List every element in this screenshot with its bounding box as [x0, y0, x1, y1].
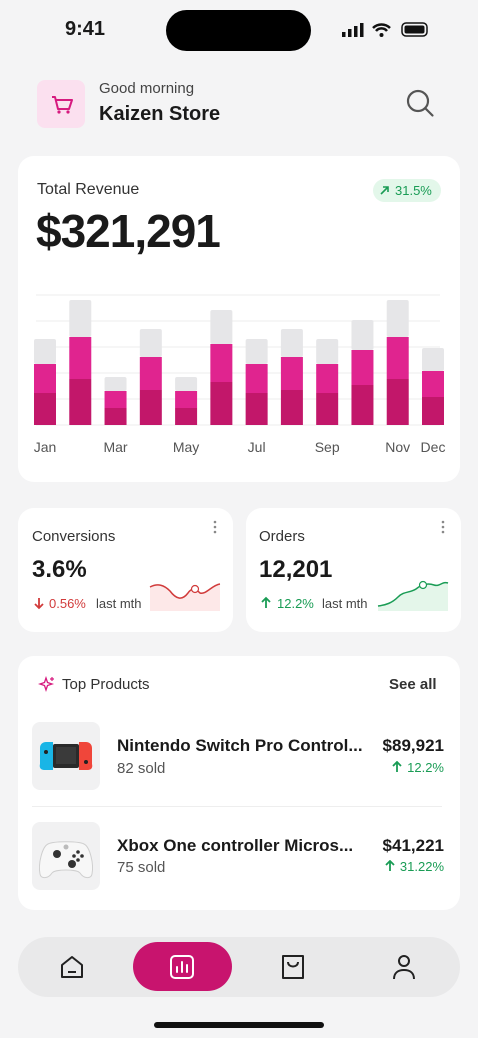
bar-segment: [210, 310, 233, 344]
bar-segment: [316, 364, 339, 393]
bar-segment: [139, 357, 162, 390]
x-tick-label: Mar: [103, 439, 127, 455]
x-tick-label: May: [173, 439, 199, 455]
revenue-change-badge: 31.5%: [373, 179, 441, 202]
product-image: [32, 722, 100, 790]
bar-segment: [386, 300, 409, 337]
analytics-tab[interactable]: [133, 942, 232, 991]
bar-segment: [104, 377, 127, 391]
bar-segment: [69, 337, 92, 379]
bar-segment: [422, 397, 444, 425]
stat-change: 0.56%: [49, 596, 86, 611]
bar-segment: [316, 393, 339, 425]
stat-title: Orders: [259, 528, 305, 545]
product-change: 31.22%: [384, 859, 444, 874]
orders-tab[interactable]: [279, 952, 307, 982]
bar-segment: [386, 337, 409, 379]
greeting: Good morning: [99, 80, 195, 97]
bar-segment: [34, 364, 56, 393]
x-tick-label: Sep: [315, 439, 340, 455]
divider: [32, 806, 442, 807]
stat-change: 12.2%: [277, 596, 314, 611]
home-indicator: [154, 1022, 324, 1028]
bar-segment: [316, 339, 339, 364]
status-time: 9:41: [65, 18, 106, 40]
product-change-value: 12.2%: [407, 760, 444, 775]
x-tick-label: Jan: [34, 439, 57, 455]
stat-period: last mth: [96, 596, 142, 611]
x-tick-label: Dec: [421, 439, 446, 455]
bar-segment: [210, 382, 233, 425]
revenue-chart: Jan Mar May Jul Sep Nov Dec: [34, 294, 446, 455]
bar-segment: [245, 339, 268, 364]
bar-segment: [280, 357, 303, 390]
bar-segment: [351, 385, 374, 425]
store-logo: [37, 80, 85, 128]
section-title: Top Products: [62, 676, 150, 693]
bar-segment: [386, 379, 409, 425]
stat-value: 12,201: [259, 556, 333, 583]
bar-segment: [210, 344, 233, 382]
conversions-card: [18, 508, 233, 632]
stat-period: last mth: [322, 596, 368, 611]
see-all-link[interactable]: See all: [389, 676, 437, 693]
tab-bar: [18, 937, 460, 997]
bar-segment: [104, 391, 127, 408]
search-button[interactable]: [403, 86, 437, 120]
conversions-sparkline: [149, 583, 221, 611]
product-name: Xbox One controller Micros...: [117, 836, 354, 855]
bar-segment: [351, 350, 374, 385]
bar-segment: [280, 329, 303, 357]
more-button[interactable]: [210, 520, 220, 534]
profile-tab[interactable]: [390, 952, 418, 982]
product-sold: 82 sold: [117, 760, 166, 777]
bar-segment: [245, 393, 268, 425]
product-image: [32, 822, 100, 890]
product-sold: 75 sold: [117, 859, 166, 876]
bar-segment: [245, 364, 268, 393]
bar-segment: [69, 379, 92, 425]
bar-segment: [34, 393, 56, 425]
bar-segment: [175, 377, 198, 391]
store-name: Kaizen Store: [99, 103, 221, 125]
bar-segment: [175, 408, 198, 425]
revenue-value: $321,291: [36, 205, 221, 257]
product-revenue: $41,221: [382, 836, 444, 855]
stat-value: 3.6%: [32, 556, 87, 583]
stat-title: Conversions: [32, 528, 116, 545]
bar-segment: [175, 391, 198, 408]
bar-segment: [69, 300, 92, 337]
product-revenue: $89,921: [382, 736, 444, 755]
product-change: 12.2%: [391, 760, 444, 775]
x-tick-label: Nov: [385, 439, 410, 455]
product-name: Nintendo Switch Pro Control...: [117, 736, 363, 755]
dynamic-island: [166, 10, 311, 51]
status-icons: [342, 22, 428, 37]
x-tick-label: Jul: [248, 439, 266, 455]
revenue-label: Total Revenue: [37, 181, 140, 198]
bar-segment: [422, 348, 444, 371]
orders-card: [246, 508, 461, 632]
bar-segment: [280, 390, 303, 425]
bar-segment: [139, 329, 162, 357]
bar-segment: [34, 339, 56, 364]
product-change-value: 31.22%: [399, 859, 444, 874]
revenue-card: [18, 156, 460, 482]
revenue-change: 31.5%: [395, 183, 432, 198]
bar-segment: [139, 390, 162, 425]
bar-segment: [104, 408, 127, 425]
bar-segment: [351, 320, 374, 350]
bar-segment: [422, 371, 444, 397]
home-tab[interactable]: [58, 953, 86, 981]
more-button[interactable]: [438, 520, 448, 534]
orders-sparkline: [377, 580, 449, 611]
